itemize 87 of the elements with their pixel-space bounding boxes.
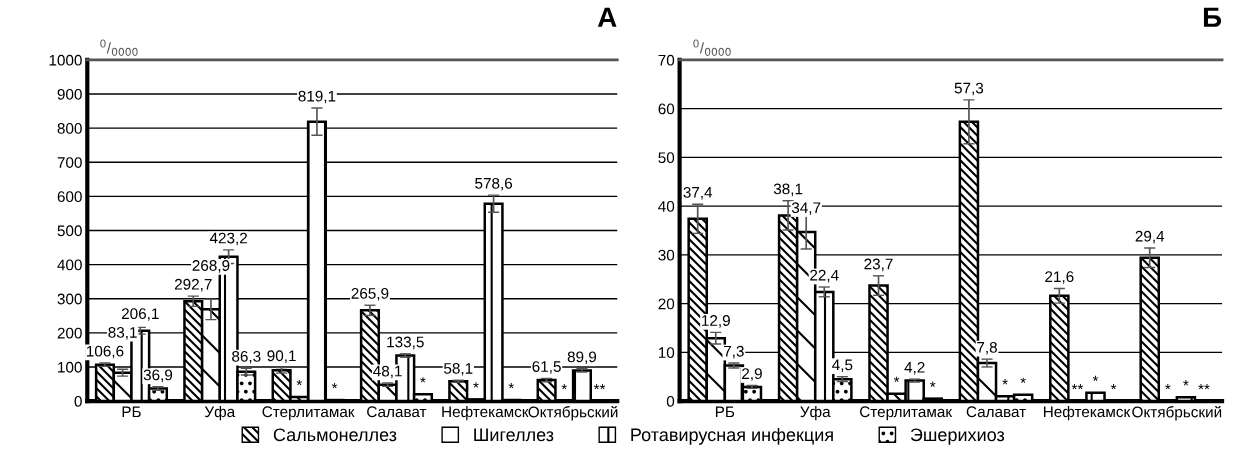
y-tick-label: 500 <box>57 225 82 237</box>
y-tick-label: 60 <box>658 103 675 115</box>
data-label: * <box>1092 375 1099 382</box>
data-label: * <box>331 382 338 389</box>
data-label: 34,7 <box>791 202 821 215</box>
y-tick-label: 1000 <box>49 54 82 66</box>
data-label: 57,3 <box>954 82 984 96</box>
data-label: 133,5 <box>387 336 424 350</box>
y-tick-label: 300 <box>57 293 82 305</box>
y-tick-label: 600 <box>57 191 82 203</box>
data-label: * <box>420 377 426 383</box>
x-tick-label: Нефтекамск <box>1043 405 1131 421</box>
x-tick-label: Стерлитамак <box>262 406 355 421</box>
data-label: 265,9 <box>351 287 389 301</box>
legend-label: Эшерихиоз <box>910 428 1005 445</box>
chart-title: Б <box>1203 7 1222 27</box>
data-label: 4,2 <box>904 361 925 375</box>
x-tick-label: Уфа <box>204 405 236 421</box>
data-label: * <box>296 379 303 386</box>
data-label: * <box>930 381 936 387</box>
data-label: 578,6 <box>475 177 513 191</box>
x-tick-label: Нефтекамск <box>442 405 529 421</box>
x-tick-label: Октябрьский <box>528 405 618 421</box>
data-label: ** <box>1071 383 1084 390</box>
data-label: 12,9 <box>702 315 730 328</box>
data-label: * <box>1002 379 1008 385</box>
x-tick-label: Салават <box>367 406 427 418</box>
data-label: 292,7 <box>174 278 212 292</box>
y-axis-title: $^{0}$/$_{0000}$ <box>100 39 138 56</box>
data-label: 106,6 <box>87 345 124 359</box>
x-tick-label: Октябрьский <box>1132 405 1222 421</box>
y-tick-label: 30 <box>658 249 675 261</box>
y-tick-label: 0 <box>666 395 675 407</box>
data-label: 90,1 <box>267 350 296 363</box>
y-tick-label: 800 <box>57 123 82 134</box>
data-label: 4,5 <box>832 359 853 373</box>
data-label: 21,6 <box>1045 271 1074 284</box>
data-label: 7,3 <box>724 345 744 359</box>
data-label: 83,1 <box>108 326 137 340</box>
legend-label: Ротавирусная инфекция <box>631 427 833 445</box>
data-label: * <box>1183 380 1189 386</box>
y-tick-label: 400 <box>57 259 82 271</box>
data-label: * <box>561 383 567 390</box>
y-axis-title: $^{0}$/$_{0000}$ <box>693 39 731 56</box>
y-tick-label: 70 <box>658 54 675 66</box>
x-tick-label: Уфа <box>800 405 831 421</box>
data-label: 268,9 <box>192 260 230 273</box>
y-tick-label: 0 <box>74 395 82 407</box>
data-label: * <box>508 382 514 389</box>
data-label: 206,1 <box>121 308 159 321</box>
y-tick-label: 700 <box>57 157 82 168</box>
data-label: * <box>1110 383 1117 390</box>
data-label: 819,1 <box>298 90 336 104</box>
y-tick-label: 100 <box>58 361 82 373</box>
data-label: 36,9 <box>143 369 173 383</box>
y-tick-label: 40 <box>658 201 675 212</box>
data-label: 86,3 <box>232 350 261 364</box>
data-label: 22,4 <box>810 269 839 283</box>
data-label: * <box>1165 383 1171 390</box>
data-label: 23,7 <box>864 258 893 272</box>
y-tick-label: 50 <box>658 152 675 164</box>
y-tick-label: 900 <box>57 88 82 100</box>
data-label: ** <box>593 383 606 390</box>
y-tick-label: 20 <box>658 298 675 310</box>
data-label: ** <box>1198 383 1210 390</box>
x-tick-label: РБ <box>122 406 141 417</box>
data-label: * <box>473 382 479 388</box>
x-tick-label: РБ <box>715 406 735 417</box>
legend-label: Шигеллез <box>474 428 554 442</box>
data-label: 7,8 <box>977 341 997 355</box>
data-label: 58,1 <box>444 362 473 376</box>
data-label: * <box>1020 377 1026 384</box>
legend-label: Сальмонеллез <box>273 428 397 442</box>
data-label: 61,5 <box>532 361 561 374</box>
y-tick-label: 200 <box>57 327 82 339</box>
data-label: 423,2 <box>209 232 247 246</box>
data-label: 48,1 <box>373 365 402 379</box>
chart-title: А <box>597 7 617 27</box>
data-label: * <box>893 376 900 383</box>
x-tick-label: Салават <box>966 406 1026 418</box>
data-label: 38,1 <box>773 183 803 197</box>
y-tick-label: 10 <box>658 347 675 359</box>
x-tick-label: Стерлитамак <box>860 406 953 421</box>
data-label: 89,9 <box>567 351 597 365</box>
data-label: 2,9 <box>742 368 762 381</box>
data-label: 29,4 <box>1135 230 1165 244</box>
data-label: 37,4 <box>683 186 713 200</box>
